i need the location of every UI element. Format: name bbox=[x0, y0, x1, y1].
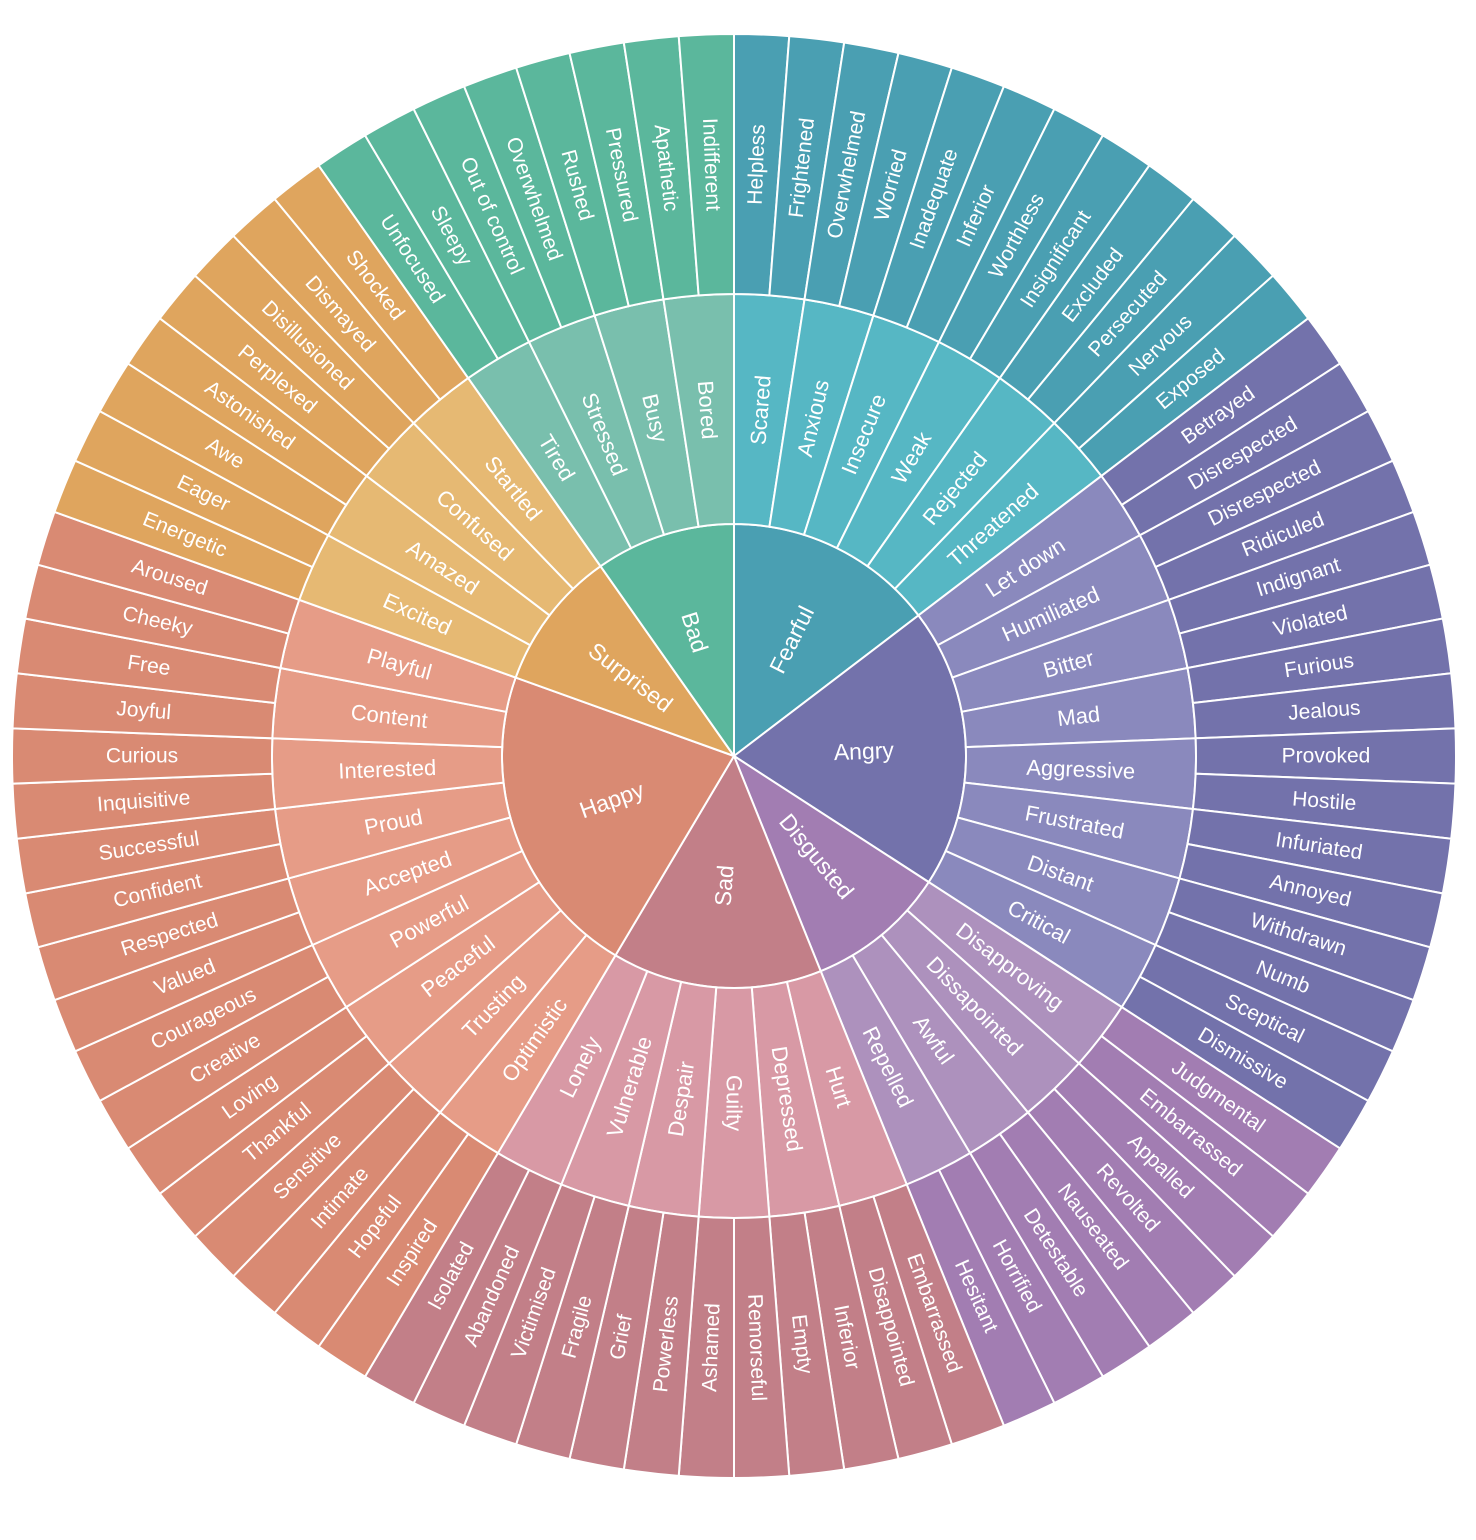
mid-label-bored: Bored bbox=[693, 380, 722, 440]
outer-label-helpless: Helpless bbox=[744, 124, 770, 205]
outer-label-curious: Curious bbox=[106, 745, 178, 768]
mid-label-interested: Interested bbox=[338, 755, 437, 784]
outer-label-remorseful: Remorseful bbox=[743, 1293, 770, 1401]
outer-label-jealous: Jealous bbox=[1287, 696, 1361, 724]
mid-label-aggressive: Aggressive bbox=[1026, 755, 1136, 784]
outer-label-joyful: Joyful bbox=[116, 697, 172, 724]
outer-label-provoked: Provoked bbox=[1282, 745, 1371, 768]
wheel-sectors bbox=[11, 32, 1457, 1480]
outer-label-indifferent: Indifferent bbox=[698, 118, 725, 212]
mid-label-scared: Scared bbox=[745, 374, 775, 445]
outer-label-ashamed: Ashamed bbox=[698, 1303, 724, 1393]
mid-label-mad: Mad bbox=[1056, 701, 1101, 731]
outer-label-hostile: Hostile bbox=[1291, 787, 1357, 815]
core-label-angry: Angry bbox=[833, 737, 895, 765]
outer-sector-indifferent bbox=[677, 32, 735, 297]
mid-label-guilty: Guilty bbox=[722, 1075, 747, 1131]
core-label-sad: Sad bbox=[710, 864, 739, 907]
